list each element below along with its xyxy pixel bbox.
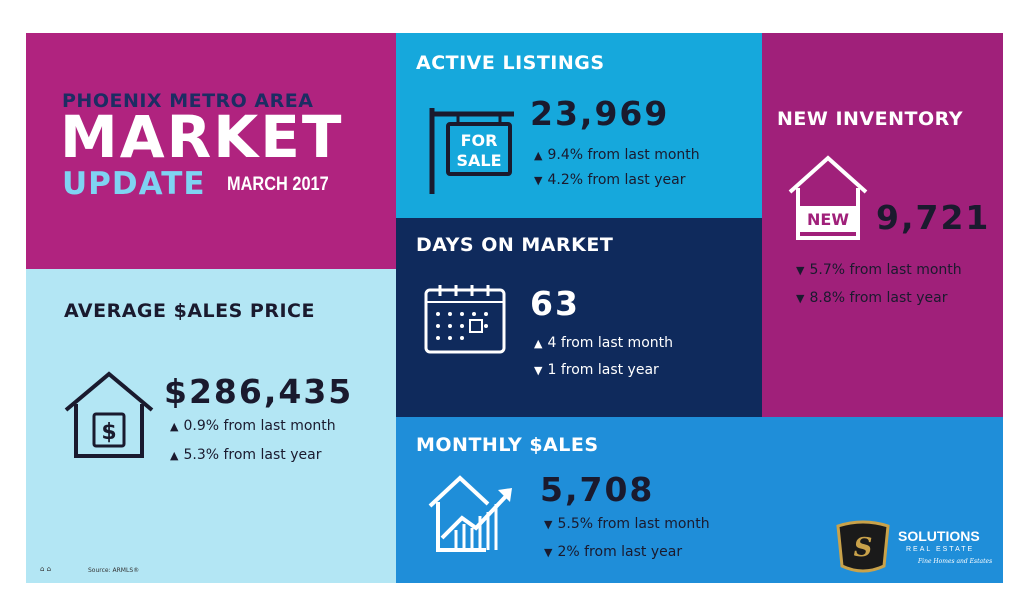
days-on-market-panel: [396, 218, 762, 417]
svg-text:S: S: [854, 533, 873, 563]
new-inventory-value: 9,721: [876, 198, 991, 237]
arrow-down-icon: ▼: [544, 518, 553, 531]
days-on-market-value: 63: [530, 284, 580, 323]
arrow-down-icon: ▼: [534, 364, 543, 377]
brand-sub: REAL ESTATE: [906, 546, 975, 553]
housing-logos: ⌂ ⌂: [40, 565, 52, 573]
source-note: Source: ARMLS®: [88, 567, 140, 574]
average-sales-price-panel: [26, 269, 396, 583]
active-listings-value: 23,969: [530, 94, 670, 133]
monthly-sales-stat-year: ▼ 2% from last year: [544, 544, 683, 560]
arrow-up-icon: ▲: [534, 149, 543, 162]
calendar-icon: [424, 285, 506, 354]
active-listings-label: ACTIVE LISTINGS: [416, 52, 605, 74]
average-sales-price-stat-year: ▲ 5.3% from last year: [170, 447, 322, 463]
svg-text:NEW: NEW: [807, 210, 849, 229]
svg-text:$: $: [101, 420, 116, 445]
new-inventory-stat-year: ▼ 8.8% from last year: [796, 290, 948, 306]
market-title: MARKET: [60, 103, 344, 171]
brand-tagline: Fine Homes and Estates: [918, 558, 993, 565]
title-panel: [26, 33, 396, 269]
arrow-down-icon: ▼: [796, 264, 805, 277]
days-on-market-stat-year: ▼ 1 from last year: [534, 362, 659, 378]
arrow-down-icon: ▼: [544, 546, 553, 559]
update-title: UPDATE: [62, 166, 206, 202]
average-sales-price-label: AVERAGE $ALES PRICE: [64, 300, 315, 322]
average-sales-price-stat-month: ▲ 0.9% from last month: [170, 418, 336, 434]
new-inventory-stat-month: ▼ 5.7% from last month: [796, 262, 962, 278]
monthly-sales-value: 5,708: [540, 470, 655, 509]
average-sales-price-value: $286,435: [164, 372, 354, 411]
solutions-crest-logo-icon: S: [836, 520, 890, 573]
arrow-up-icon: ▲: [170, 420, 179, 433]
arrow-down-icon: ▼: [534, 174, 543, 187]
brand-name: SOLUTIONS: [898, 528, 980, 544]
region-title: PHOENIX METRO AREA: [62, 90, 314, 112]
monthly-sales-panel: [396, 417, 1003, 583]
monthly-sales-stat-month: ▼ 5.5% from last month: [544, 516, 710, 532]
house-chart-icon: [428, 475, 512, 552]
days-on-market-label: DAYS ON MARKET: [416, 234, 614, 256]
svg-text:FOR: FOR: [461, 131, 498, 150]
monthly-sales-label: MONTHLY $ALES: [416, 434, 599, 456]
arrow-up-icon: ▲: [534, 337, 543, 350]
for-sale-sign-icon: FOR SALE: [429, 108, 514, 194]
new-inventory-label: NEW INVENTORY: [777, 108, 963, 130]
svg-text:SALE: SALE: [456, 151, 501, 170]
active-listings-stat-month: ▲ 9.4% from last month: [534, 147, 700, 163]
new-house-icon: NEW: [788, 155, 868, 240]
report-date: MARCH 2017: [227, 174, 329, 195]
arrow-down-icon: ▼: [796, 292, 805, 305]
days-on-market-stat-month: ▲ 4 from last month: [534, 335, 673, 351]
active-listings-stat-year: ▼ 4.2% from last year: [534, 172, 686, 188]
arrow-up-icon: ▲: [170, 449, 179, 462]
house-dollar-icon: $: [64, 371, 154, 458]
